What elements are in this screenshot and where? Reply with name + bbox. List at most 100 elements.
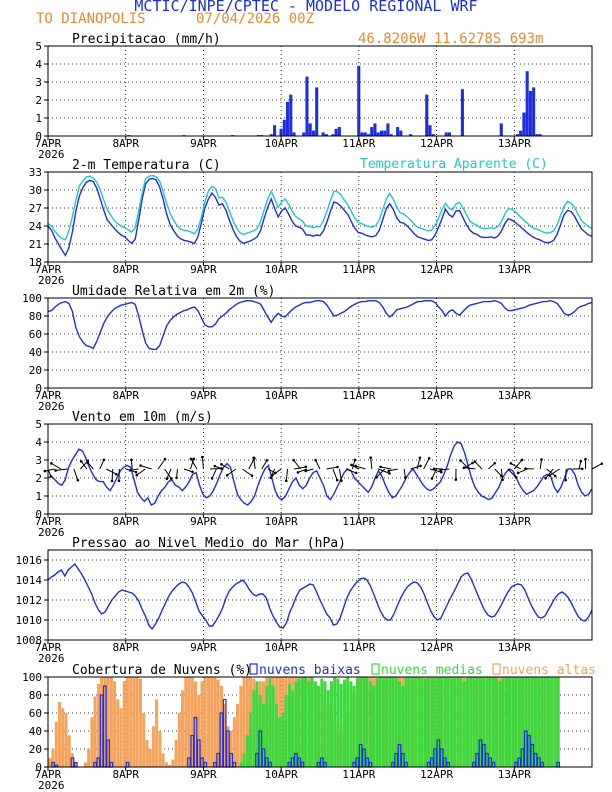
cloud-bar-medium — [456, 676, 460, 768]
y-tick-label: 0 — [35, 130, 42, 143]
wind-arrow — [297, 468, 308, 473]
cloud-bar-medium — [271, 685, 275, 768]
cloud-bar-medium — [304, 676, 308, 768]
wind-arrow-head — [439, 470, 443, 474]
x-year-label: 2026 — [38, 779, 65, 792]
cloud-bar-high — [142, 712, 146, 768]
y-tick-label: 24 — [29, 220, 43, 233]
wind-arrow-head — [540, 458, 543, 461]
x-tick-label: 10APR — [265, 768, 298, 781]
precip-bar — [383, 130, 387, 136]
cloud-bar-low — [203, 761, 208, 768]
wind-arrow-head — [135, 473, 139, 477]
cloud-bar-high — [171, 759, 175, 768]
x-tick-label: 8APR — [112, 137, 139, 150]
wind-arrow — [253, 457, 256, 470]
cloud-bar-low — [429, 757, 434, 768]
cloud-bar-low — [300, 761, 305, 768]
wind-arrow-head — [418, 456, 422, 460]
cloud-bar-medium — [414, 676, 418, 768]
legend-apparent-temperature: Temperatura Aparente (C) — [360, 157, 548, 172]
y-tick-label: 1010 — [16, 614, 43, 627]
cloud-bar-high — [116, 699, 120, 768]
cloud-bar-low — [361, 748, 366, 768]
cloud-bar-low — [323, 761, 327, 768]
cloud-bar-high — [158, 730, 162, 768]
y-tick-label: 27 — [29, 202, 42, 215]
cloud-bar-low — [391, 761, 395, 768]
cloud-bar-low — [400, 752, 405, 768]
cloud-bar-medium — [291, 690, 295, 768]
cloud-bar-medium — [543, 676, 547, 768]
wind-arrow-head — [404, 476, 407, 479]
precip-bar — [379, 130, 383, 136]
wind-arrow-head — [102, 458, 106, 462]
x-tick-label: 13APR — [498, 768, 531, 781]
wind-arrow-head — [501, 478, 504, 482]
cloud-bar-medium — [472, 676, 476, 768]
cloud-bar-low — [187, 757, 191, 768]
wind-arrow-head — [600, 462, 604, 465]
wind-arrow-head — [340, 479, 343, 482]
wind-arrow — [410, 465, 421, 470]
cloud-bar-high — [200, 681, 204, 768]
precip-bar — [499, 123, 503, 136]
precip-bar — [396, 127, 400, 136]
wind-arrow — [73, 468, 79, 481]
x-tick-label: 8APR — [112, 641, 139, 654]
cloud-bar-high — [210, 676, 214, 768]
wind-arrow-head — [54, 469, 57, 472]
wind-arrow-head — [163, 457, 167, 461]
cloud-bar-high — [239, 685, 243, 768]
wind-arrow-head — [509, 462, 513, 465]
cloud-bar-low — [51, 761, 55, 768]
cloud-bar-low — [225, 730, 230, 768]
cloud-bar-high — [64, 712, 68, 768]
cloud-bar-low — [297, 757, 302, 768]
wind-arrow — [507, 468, 517, 478]
cloud-bar-high — [87, 748, 91, 768]
x-tick-label: 7APR — [35, 137, 62, 150]
y-tick-label: 30 — [29, 184, 42, 197]
x-year-label: 2026 — [38, 400, 65, 413]
cloud-bar-medium — [453, 676, 457, 768]
precip-bar — [269, 134, 273, 136]
x-tick-label: 11APR — [342, 641, 375, 654]
cloud-bar-low — [394, 752, 399, 768]
y-tick-label: 1014 — [16, 574, 43, 587]
cloud-bar-low — [517, 757, 522, 768]
wind-arrow — [140, 465, 152, 470]
precip-bar — [311, 130, 315, 136]
wind-arrow-head — [265, 459, 269, 462]
series-line-0 — [47, 562, 593, 631]
wind-arrow — [87, 462, 94, 470]
wind-arrow-head — [462, 466, 466, 469]
cloud-bar-high — [174, 739, 178, 768]
cloud-bar-high — [96, 684, 100, 768]
y-tick-label: 20 — [29, 364, 42, 377]
cloud-bar-high — [90, 717, 94, 768]
precip-bar — [337, 127, 341, 136]
y-tick-label: 21 — [29, 238, 42, 251]
wind-arrow — [248, 458, 255, 470]
wind-arrow-head — [459, 459, 462, 462]
precip-bar — [286, 101, 290, 136]
panel-rh: 0 20 40 60 80 100 7APR 8APR 9APR 10APR 11APR 12APR 1… — [22, 284, 593, 413]
wind-arrow — [474, 461, 483, 470]
panel-title: Vento em 10m (m/s) — [72, 410, 213, 425]
cloud-bar-medium — [430, 676, 434, 768]
x-tick-label: 8APR — [112, 263, 139, 276]
wind-arrow-head — [388, 472, 391, 475]
cloud-bar-high — [135, 676, 139, 768]
cloud-bar-low — [268, 761, 272, 768]
precip-bar — [444, 132, 448, 136]
cloud-bar-low — [472, 761, 476, 768]
cloud-bar-medium — [443, 676, 447, 768]
y-tick-label: 1008 — [16, 634, 43, 647]
panel-frame — [47, 297, 593, 389]
cloud-bar-low — [70, 757, 75, 768]
cloud-bar-low — [556, 761, 561, 768]
cloud-bar-medium — [514, 676, 518, 768]
legend-swatch — [249, 663, 258, 675]
